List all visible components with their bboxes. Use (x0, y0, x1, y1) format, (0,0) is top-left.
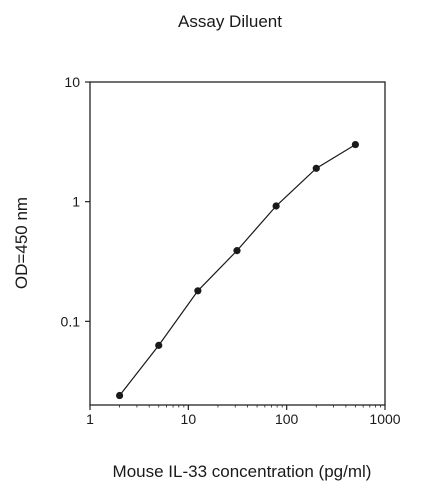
x-tick-label: 1000 (369, 411, 400, 427)
x-tick-label: 100 (275, 411, 299, 427)
x-tick-label: 10 (181, 411, 197, 427)
y-tick-label: 1 (72, 194, 80, 210)
plot-frame (89, 81, 386, 406)
y-tick-label: 10 (64, 74, 80, 90)
chart-title: Assay Diluent (178, 12, 282, 31)
data-point (116, 391, 124, 400)
y-tick-label: 0.1 (61, 313, 81, 329)
data-point (155, 341, 163, 349)
data-point (194, 287, 202, 295)
y-axis-ticks: 0.1 1 10 (61, 74, 90, 329)
x-axis-ticks: 1 10 100 1000 (86, 405, 401, 427)
data-point (351, 140, 359, 149)
data-point (233, 247, 241, 255)
y-axis-label: OD=450 nm (12, 197, 31, 289)
x-tick-label: 1 (86, 411, 94, 427)
series-layer (116, 140, 359, 400)
x-axis-label: Mouse IL-33 concentration (pg/ml) (113, 462, 372, 481)
data-point (272, 202, 280, 210)
data-point (312, 164, 320, 172)
